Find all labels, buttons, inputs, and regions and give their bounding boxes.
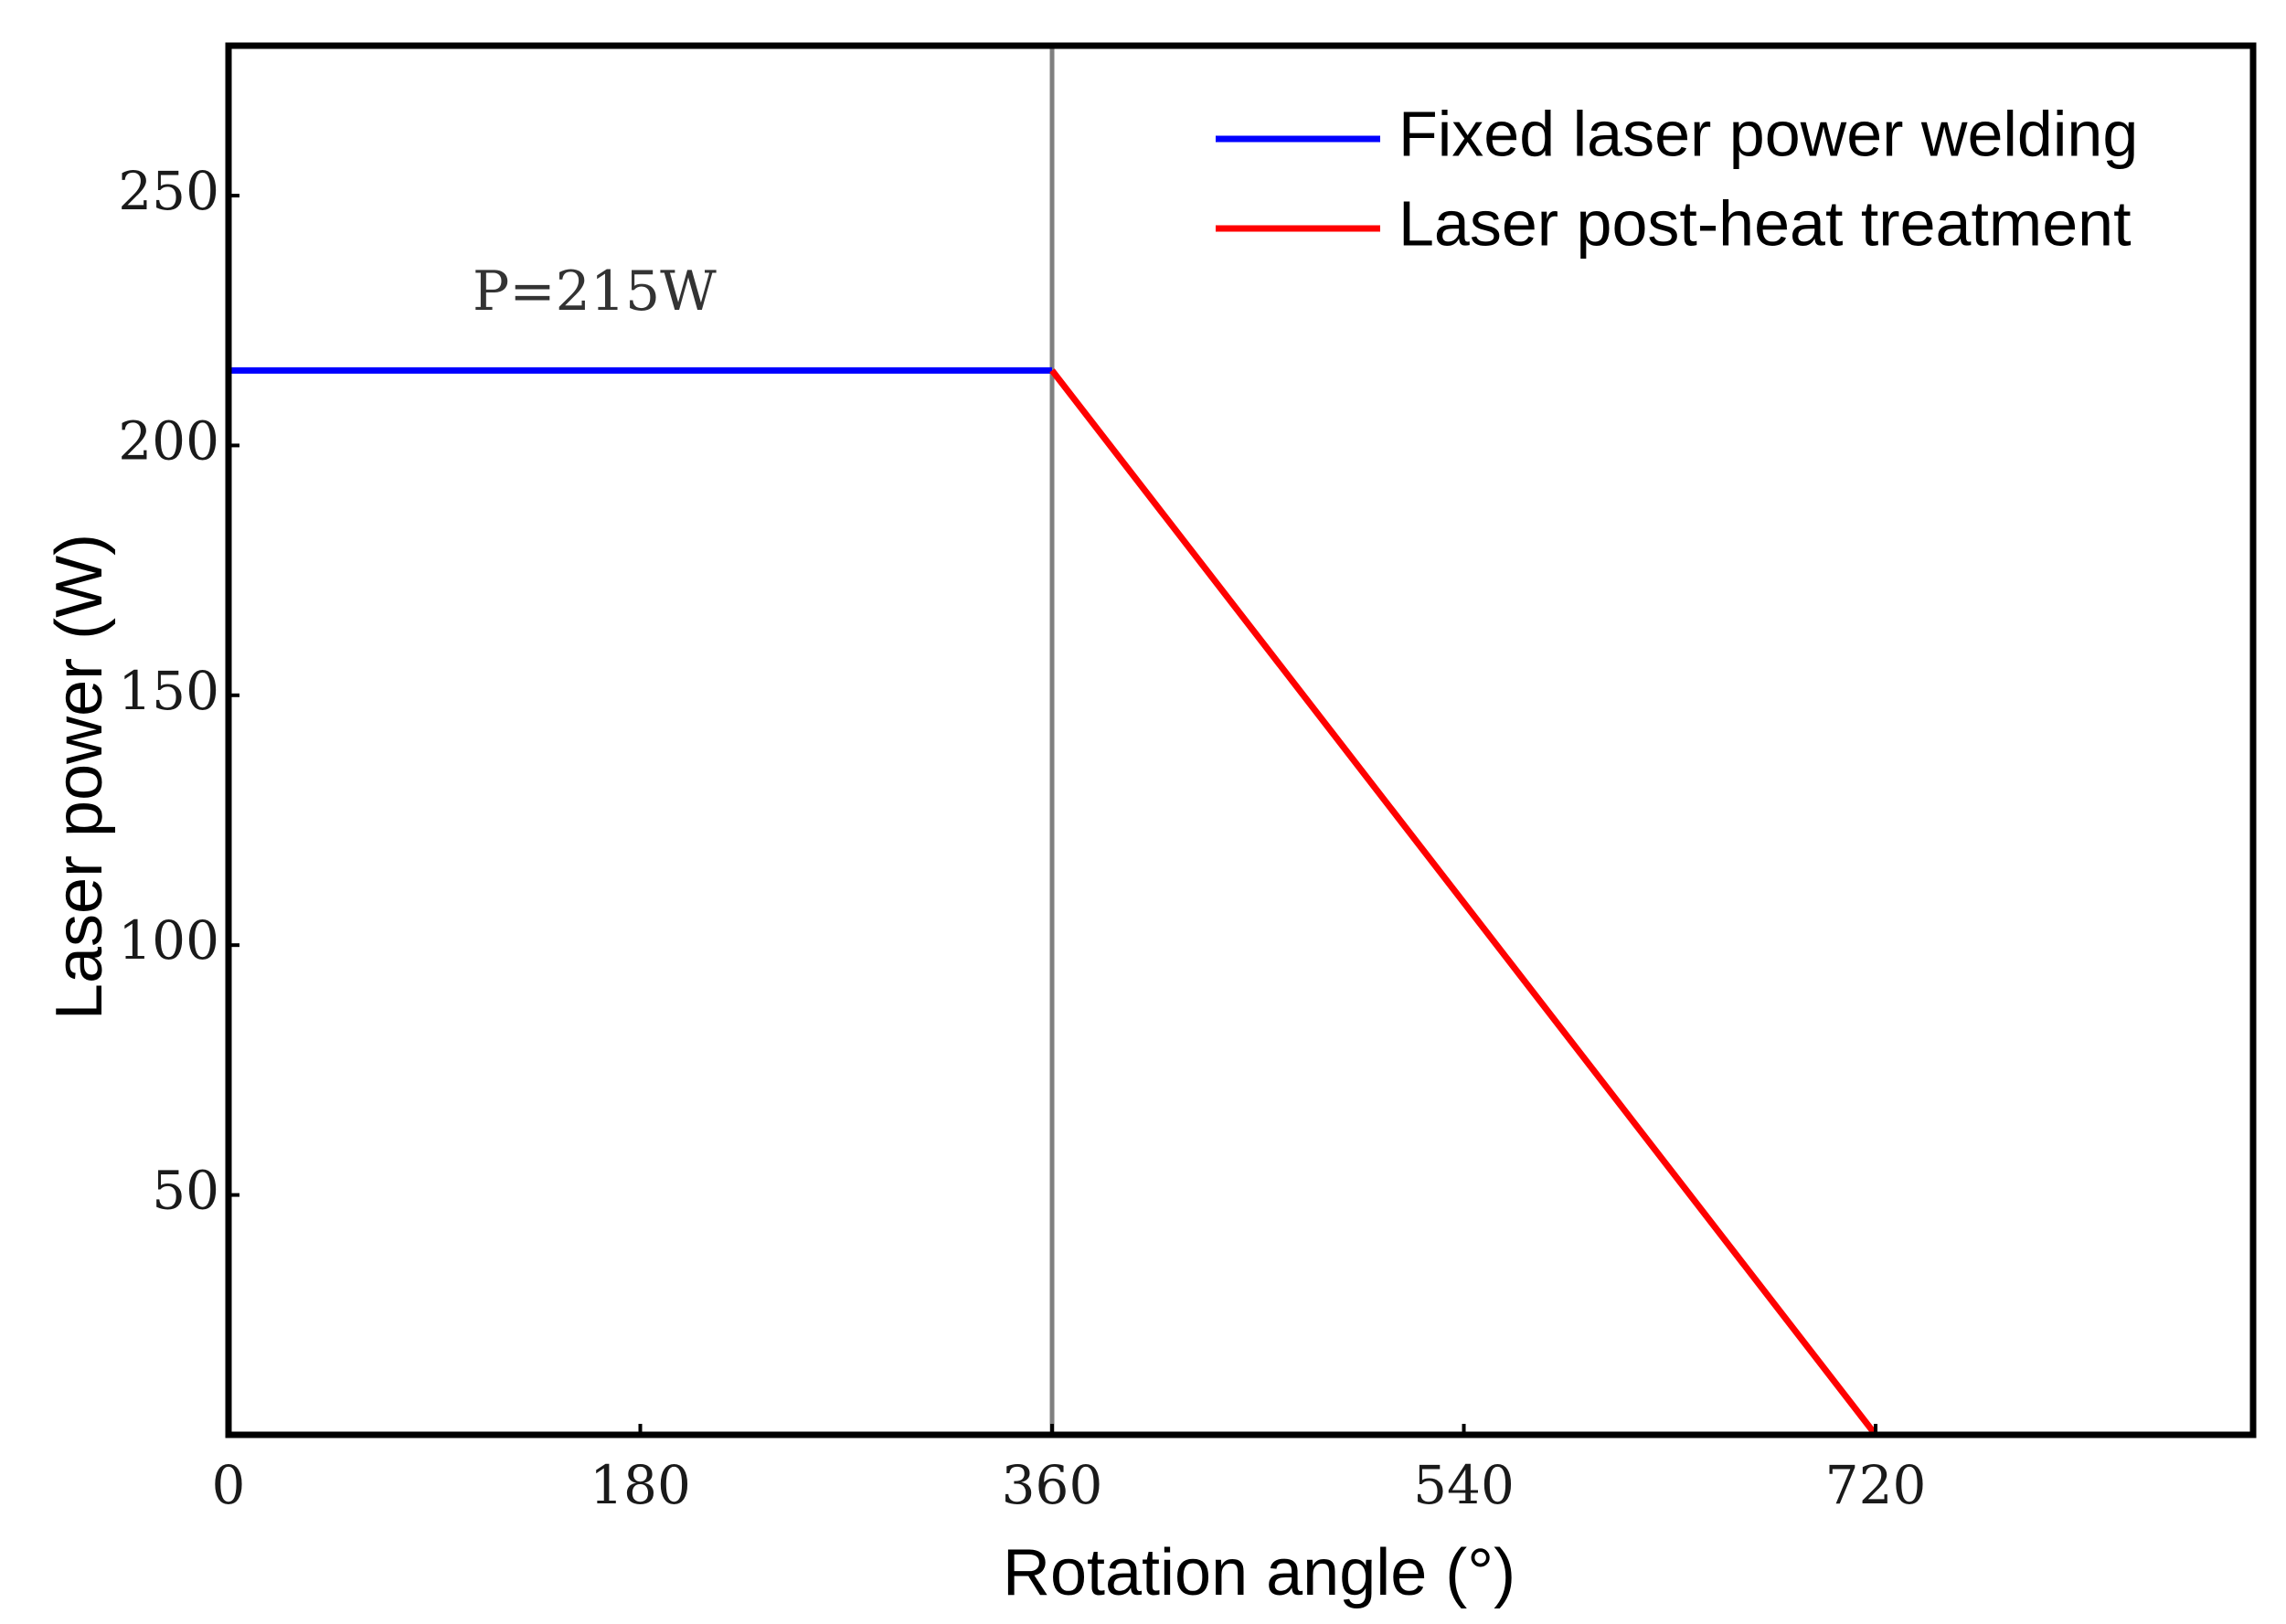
y-tick-label: 100: [118, 909, 219, 971]
y-axis-title: Laser power (W): [43, 534, 116, 1020]
x-tick-label: 0: [212, 1454, 246, 1516]
plot-content: P=215W: [229, 46, 1878, 1438]
y-tick-label: 250: [118, 160, 219, 222]
axis-ticks: 0 180 360 540 720 50 100 150 200 250: [118, 160, 1926, 1516]
y-tick-label: 200: [118, 409, 219, 472]
legend-label-1: Laser post-heat treatment: [1398, 187, 2132, 259]
x-axis-title: Rotation angle (°): [1003, 1536, 1515, 1609]
x-tick-label: 540: [1413, 1454, 1515, 1516]
y-tick-label: 50: [152, 1160, 219, 1222]
x-tick-label: 720: [1825, 1454, 1927, 1516]
y-tick-label: 150: [118, 660, 219, 722]
legend-label-0: Fixed laser power welding: [1398, 98, 2138, 169]
legend: Fixed laser power welding Laser post-heat…: [1216, 98, 2138, 259]
x-tick-label: 180: [590, 1454, 691, 1516]
plot-frame: [225, 42, 2257, 1438]
series-line-1: [1049, 368, 1878, 1438]
annotation-0: P=215W: [473, 260, 717, 324]
x-tick-label: 360: [1002, 1454, 1103, 1516]
